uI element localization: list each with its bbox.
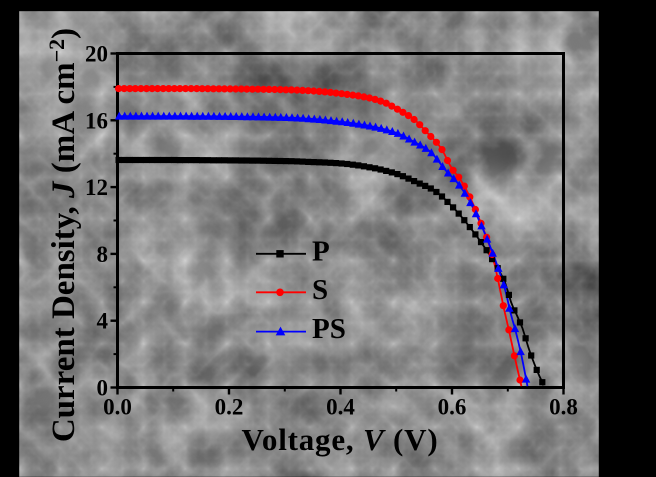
svg-text:16: 16 bbox=[85, 108, 108, 133]
svg-text:PS: PS bbox=[312, 313, 346, 345]
svg-text:S: S bbox=[312, 274, 328, 306]
svg-text:8: 8 bbox=[97, 242, 109, 267]
svg-text:0.4: 0.4 bbox=[326, 395, 355, 420]
svg-text:12: 12 bbox=[85, 175, 108, 200]
svg-text:Voltage, V (V): Voltage, V (V) bbox=[242, 422, 439, 457]
svg-text:0.2: 0.2 bbox=[215, 395, 244, 420]
svg-text:P: P bbox=[312, 235, 330, 267]
svg-text:0.6: 0.6 bbox=[438, 395, 467, 420]
svg-text:Current Density, J (mA cm−2): Current Density, J (mA cm−2) bbox=[44, 28, 82, 442]
svg-text:4: 4 bbox=[97, 309, 109, 334]
svg-text:0: 0 bbox=[97, 376, 109, 401]
svg-text:20: 20 bbox=[85, 42, 108, 67]
svg-text:0.0: 0.0 bbox=[103, 395, 132, 420]
svg-text:0.8: 0.8 bbox=[549, 395, 578, 420]
